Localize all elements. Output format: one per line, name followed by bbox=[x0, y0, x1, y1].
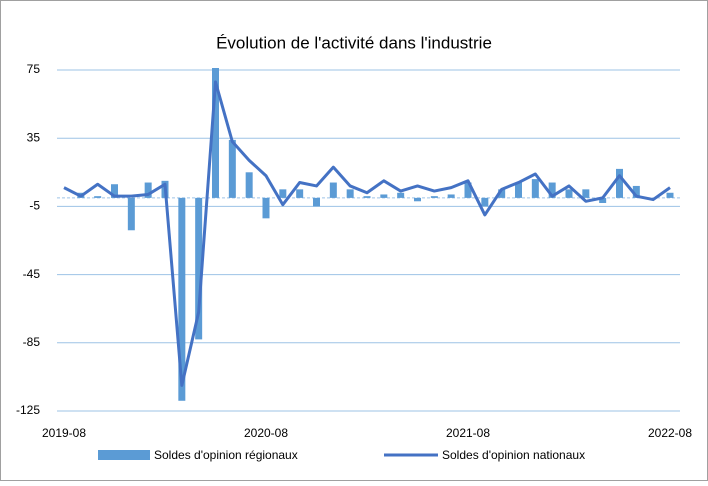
bar bbox=[178, 197, 186, 401]
bar bbox=[616, 168, 623, 198]
bar bbox=[94, 196, 102, 198]
legend-swatch bbox=[98, 450, 150, 460]
bar bbox=[565, 189, 573, 198]
y-tick-label: -5 bbox=[29, 199, 40, 213]
chart-title: Évolution de l'activité dans l'industrie bbox=[216, 33, 492, 52]
bar bbox=[430, 196, 438, 198]
y-tick-label: -45 bbox=[23, 267, 41, 281]
bar bbox=[447, 194, 455, 198]
bar bbox=[262, 197, 270, 219]
bar bbox=[144, 182, 152, 198]
x-tick-label: 2020-08 bbox=[244, 426, 288, 440]
x-tick-label: 2019-08 bbox=[42, 426, 86, 440]
x-tick-label: 2021-08 bbox=[446, 426, 490, 440]
y-tick-label: 75 bbox=[27, 62, 41, 76]
bar bbox=[481, 197, 489, 207]
bar bbox=[666, 192, 674, 198]
bar bbox=[515, 182, 522, 198]
line bbox=[63, 80, 671, 387]
bar bbox=[548, 182, 556, 198]
bar bbox=[313, 197, 320, 207]
bar bbox=[632, 185, 640, 198]
bar bbox=[531, 179, 539, 198]
bar bbox=[363, 196, 371, 198]
x-tick-label: 2022-08 bbox=[648, 426, 692, 440]
bar bbox=[380, 194, 388, 198]
bar bbox=[195, 197, 203, 340]
bar bbox=[414, 197, 421, 202]
bar bbox=[212, 68, 219, 198]
y-tick-label: -85 bbox=[23, 335, 41, 349]
bar bbox=[498, 189, 506, 198]
bar bbox=[397, 192, 405, 198]
bar bbox=[329, 182, 337, 198]
bar bbox=[582, 189, 590, 198]
bar bbox=[245, 172, 253, 198]
legend-label: Soldes d'opinion nationaux bbox=[442, 448, 585, 462]
y-tick-label: 35 bbox=[27, 130, 41, 144]
y-tick-label: -125 bbox=[16, 403, 40, 417]
bar bbox=[296, 189, 304, 198]
bar bbox=[228, 139, 236, 198]
legend-label: Soldes d'opinion régionaux bbox=[154, 448, 298, 462]
bar bbox=[464, 182, 472, 198]
bar bbox=[599, 197, 607, 203]
bar bbox=[279, 189, 287, 198]
bar bbox=[127, 197, 135, 231]
bar bbox=[346, 189, 354, 198]
bar bbox=[111, 184, 118, 198]
